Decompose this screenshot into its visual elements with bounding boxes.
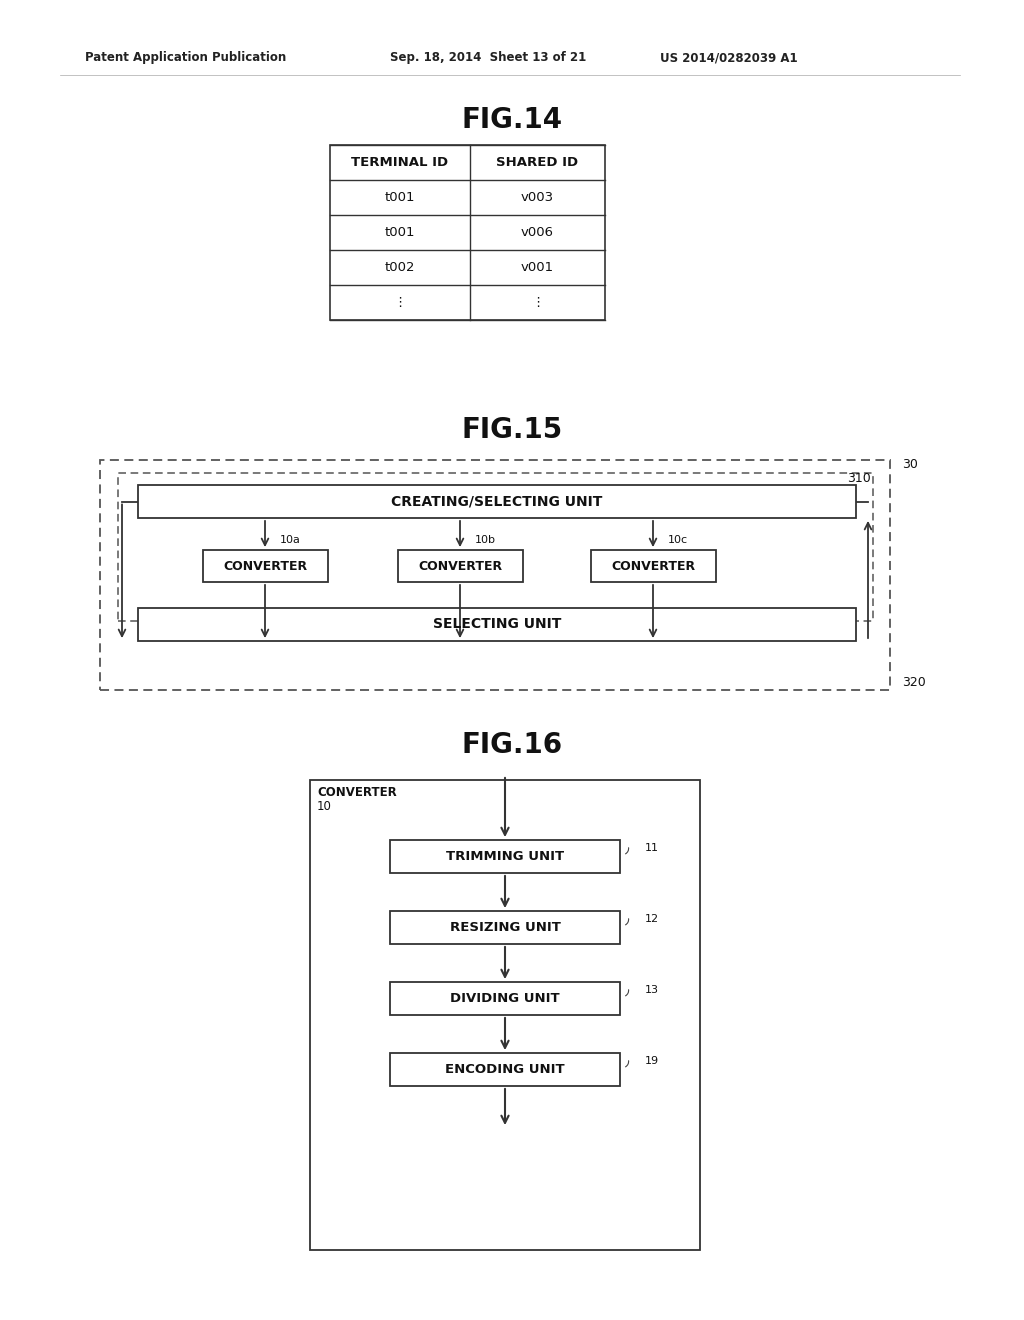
Bar [390, 911, 620, 944]
Text: t001: t001 [385, 191, 416, 205]
Text: FIG.14: FIG.14 [462, 106, 562, 135]
Bar [203, 550, 328, 582]
Text: FIG.16: FIG.16 [462, 731, 562, 759]
Bar [390, 982, 620, 1015]
Text: CONVERTER: CONVERTER [418, 560, 502, 573]
Text: Sep. 18, 2014  Sheet 13 of 21: Sep. 18, 2014 Sheet 13 of 21 [390, 51, 587, 65]
Text: ENCODING UNIT: ENCODING UNIT [445, 1063, 565, 1076]
Bar [138, 484, 856, 517]
Text: US 2014/0282039 A1: US 2014/0282039 A1 [660, 51, 798, 65]
Bar [118, 473, 873, 620]
Text: 19: 19 [645, 1056, 659, 1067]
Bar [330, 145, 605, 319]
Text: 10b: 10b [475, 535, 496, 545]
Text: Patent Application Publication: Patent Application Publication [85, 51, 287, 65]
Bar [591, 550, 716, 582]
Text: 11: 11 [645, 843, 659, 853]
Text: t002: t002 [385, 261, 416, 275]
Text: 320: 320 [902, 676, 926, 689]
Text: 10c: 10c [668, 535, 688, 545]
Text: SHARED ID: SHARED ID [497, 156, 579, 169]
Text: DIVIDING UNIT: DIVIDING UNIT [451, 993, 560, 1005]
Text: CONVERTER: CONVERTER [611, 560, 695, 573]
Text: v006: v006 [521, 226, 554, 239]
Text: v001: v001 [521, 261, 554, 275]
Bar [100, 459, 890, 690]
Text: TRIMMING UNIT: TRIMMING UNIT [445, 850, 564, 863]
Text: CONVERTER: CONVERTER [317, 785, 396, 799]
Bar [138, 609, 856, 642]
Bar [310, 780, 700, 1250]
Bar [390, 1053, 620, 1086]
Text: t001: t001 [385, 226, 416, 239]
Text: ⋮: ⋮ [530, 296, 544, 309]
Text: 10: 10 [317, 800, 332, 813]
Text: 10a: 10a [280, 535, 301, 545]
Bar [390, 840, 620, 873]
Text: ⋮: ⋮ [393, 296, 407, 309]
Text: TERMINAL ID: TERMINAL ID [351, 156, 449, 169]
Bar [397, 550, 522, 582]
Text: SELECTING UNIT: SELECTING UNIT [433, 618, 561, 631]
Text: 310: 310 [847, 471, 871, 484]
Text: CREATING/SELECTING UNIT: CREATING/SELECTING UNIT [391, 495, 603, 508]
Text: 30: 30 [902, 458, 918, 471]
Text: v003: v003 [521, 191, 554, 205]
Text: FIG.15: FIG.15 [462, 416, 562, 444]
Text: RESIZING UNIT: RESIZING UNIT [450, 921, 560, 935]
Text: 12: 12 [645, 913, 659, 924]
Text: 13: 13 [645, 985, 659, 995]
Text: CONVERTER: CONVERTER [223, 560, 307, 573]
